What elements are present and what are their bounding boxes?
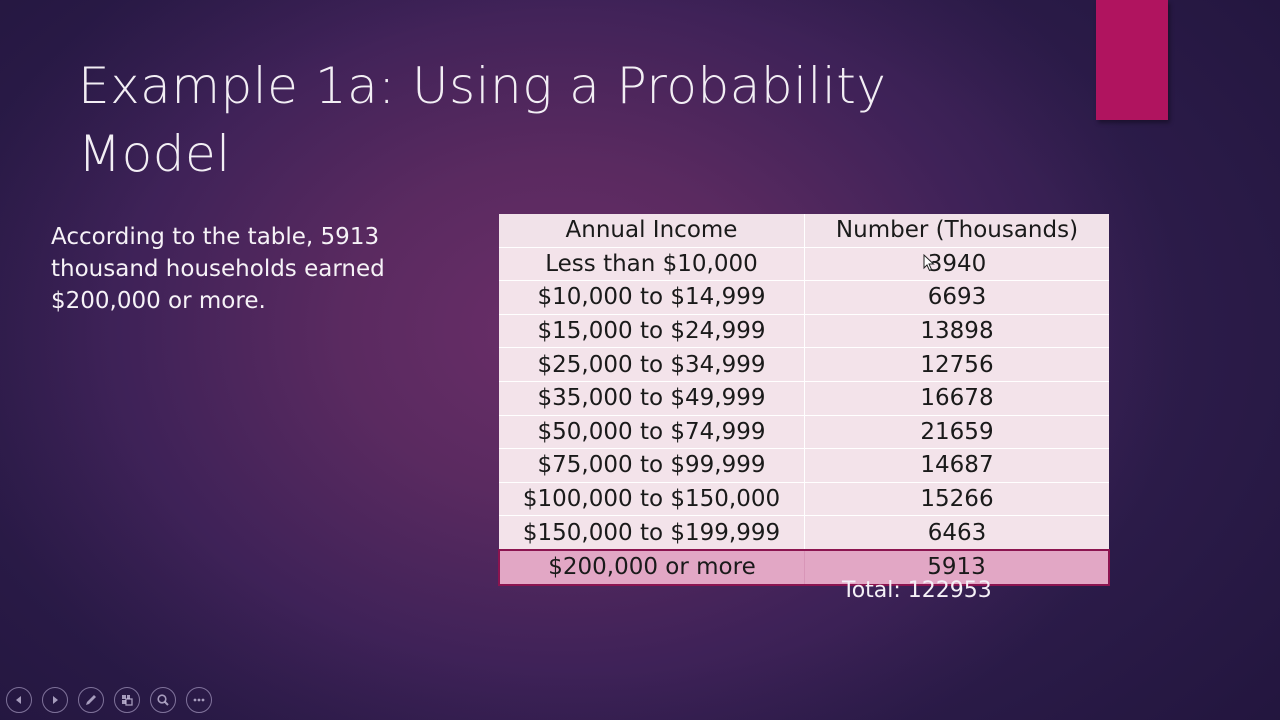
- slide-title: Example 1a: Using a Probability Model: [78, 57, 887, 183]
- table-row: $50,000 to $74,999 21659: [499, 415, 1109, 450]
- see-all-slides-button[interactable]: [114, 687, 140, 713]
- income-cell: $100,000 to $150,000: [499, 482, 805, 517]
- presenter-controls: [6, 687, 212, 713]
- pen-button[interactable]: [78, 687, 104, 713]
- number-cell: 13898: [804, 314, 1109, 349]
- zoom-button[interactable]: [150, 687, 176, 713]
- table-header-row: Annual Income Number (Thousands): [499, 214, 1109, 248]
- ellipsis-icon: [193, 698, 205, 702]
- income-cell: $200,000 or more: [498, 548, 805, 586]
- grid-icon: [122, 695, 133, 706]
- table-row: $75,000 to $99,999 14687: [499, 448, 1109, 483]
- income-table: Annual Income Number (Thousands) Less th…: [498, 214, 1110, 586]
- income-cell: $75,000 to $99,999: [499, 448, 805, 483]
- income-cell: $10,000 to $14,999: [499, 280, 805, 315]
- slide-body-text: According to the table, 5913 thousand ho…: [51, 224, 385, 314]
- income-cell: Less than $10,000: [499, 247, 805, 282]
- number-cell: 5913: [804, 548, 1110, 586]
- table-row: $35,000 to $49,999 16678: [499, 381, 1109, 416]
- number-cell: 16678: [804, 381, 1109, 416]
- number-cell: 14687: [804, 448, 1109, 483]
- table-row: Less than $10,000 3940: [499, 247, 1109, 282]
- header-annual-income: Annual Income: [499, 214, 805, 248]
- triangle-right-icon: [53, 696, 58, 704]
- previous-slide-button[interactable]: [6, 687, 32, 713]
- income-cell: $15,000 to $24,999: [499, 314, 805, 349]
- income-cell: $150,000 to $199,999: [499, 515, 805, 551]
- table-row: $10,000 to $14,999 6693: [499, 280, 1109, 315]
- more-options-button[interactable]: [186, 687, 212, 713]
- table-total: Total: 122953: [842, 578, 992, 603]
- number-cell: 21659: [804, 415, 1109, 450]
- pen-icon: [86, 695, 96, 705]
- income-cell: $25,000 to $34,999: [499, 347, 805, 382]
- table-row: $15,000 to $24,999 13898: [499, 314, 1109, 349]
- number-cell: 12756: [804, 347, 1109, 382]
- next-slide-button[interactable]: [42, 687, 68, 713]
- number-cell: 15266: [804, 482, 1109, 517]
- income-cell: $35,000 to $49,999: [499, 381, 805, 416]
- number-cell: 6693: [804, 280, 1109, 315]
- magnifier-icon: [157, 694, 169, 706]
- table-row: $25,000 to $34,999 12756: [499, 347, 1109, 382]
- table-row: $100,000 to $150,000 15266: [499, 482, 1109, 517]
- triangle-left-icon: [16, 696, 21, 704]
- income-cell: $50,000 to $74,999: [499, 415, 805, 450]
- table-row: $150,000 to $199,999 6463: [499, 515, 1109, 551]
- number-cell: 6463: [804, 515, 1109, 551]
- mouse-cursor-icon: [923, 253, 935, 276]
- table-row-highlighted: $200,000 or more 5913: [498, 548, 1110, 586]
- accent-bar: [1096, 0, 1168, 120]
- number-cell: 3940: [804, 247, 1109, 282]
- header-number-thousands: Number (Thousands): [804, 214, 1109, 248]
